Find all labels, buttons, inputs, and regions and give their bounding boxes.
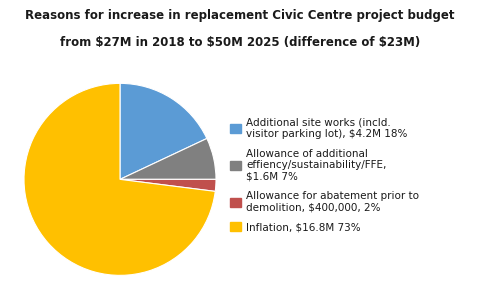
Legend: Additional site works (incld.
visitor parking lot), $4.2M 18%, Allowance of addi: Additional site works (incld. visitor pa…: [230, 118, 419, 232]
Wedge shape: [120, 139, 216, 179]
Text: Reasons for increase in replacement Civic Centre project budget: Reasons for increase in replacement Civi…: [25, 9, 455, 22]
Wedge shape: [120, 83, 207, 179]
Wedge shape: [120, 179, 216, 192]
Text: from $27M in 2018 to $50M 2025 (difference of $23M): from $27M in 2018 to $50M 2025 (differen…: [60, 36, 420, 50]
Wedge shape: [24, 83, 215, 275]
